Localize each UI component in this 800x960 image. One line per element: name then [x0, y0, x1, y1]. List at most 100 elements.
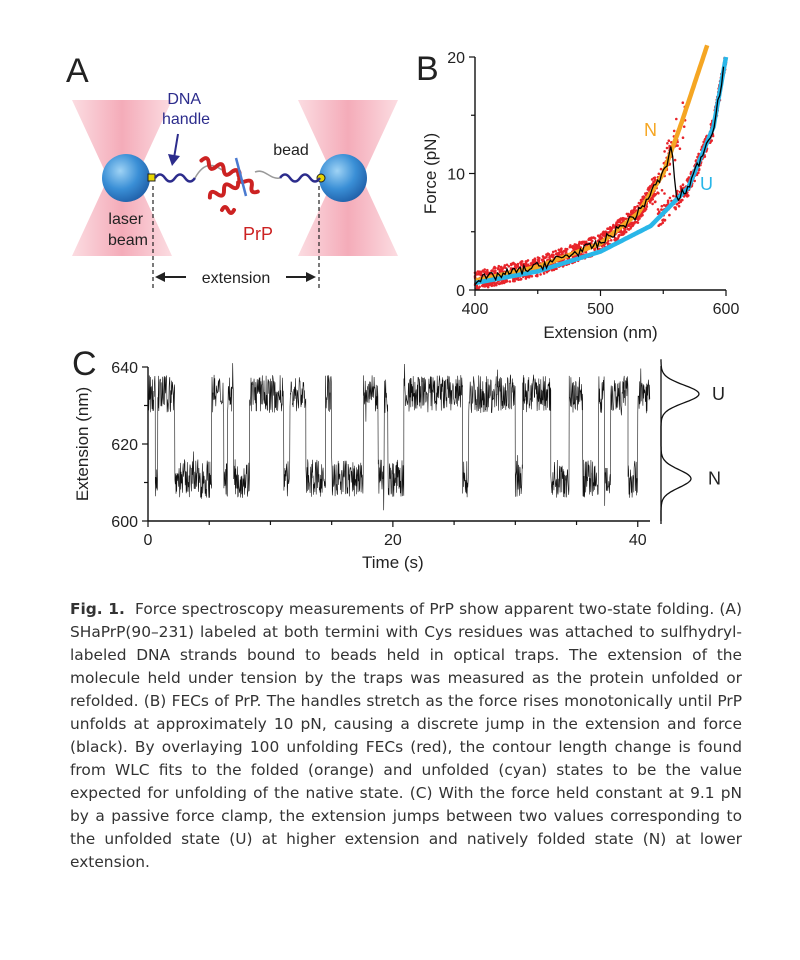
panel-b-y-tick-label: 10: [447, 167, 465, 184]
fec-overlay-point: [628, 223, 631, 226]
caption-text: Force spectroscopy measurements of PrP s…: [70, 600, 742, 871]
left-dna-handle: [153, 173, 197, 183]
panel-b-x-axis-label: Extension (nm): [543, 323, 657, 342]
fec-overlay-point: [596, 234, 600, 237]
fec-overlay-point: [519, 277, 523, 281]
fec-overlay-point: [486, 268, 489, 272]
laser-beam-label: laser beam: [108, 211, 148, 249]
fec-overlay-point: [693, 179, 696, 183]
extension-arrowhead-left: [155, 272, 165, 282]
fec-overlay-point: [475, 285, 479, 289]
prp-label: PrP: [243, 224, 273, 244]
fec-overlay-point: [514, 266, 518, 270]
panel-b: B 400 500 600 0 10 20 N U Extension (nm) Forc…: [416, 44, 739, 342]
figure-1: A DNA handle bead: [66, 44, 739, 572]
fec-overlay-point: [616, 237, 620, 240]
fec-overlay-point: [627, 212, 630, 216]
fec-overlay-point: [652, 176, 656, 180]
unfolded-curve-label: U: [700, 174, 713, 194]
fec-overlay-point: [508, 280, 512, 283]
fec-overlay-point: [542, 272, 546, 275]
fec-overlay-point: [577, 244, 581, 248]
fec-overlay-point: [659, 167, 663, 171]
fec-overlay-point: [606, 227, 609, 230]
left-bead: [102, 154, 150, 202]
fec-overlay-point: [542, 256, 545, 259]
fec-overlay-point: [604, 230, 607, 233]
prp-strand: [234, 157, 248, 197]
fec-overlay-point: [485, 272, 488, 276]
fec-overlay-point: [480, 270, 483, 274]
fec-overlay-point: [663, 192, 666, 195]
fec-overlay-point: [623, 228, 627, 231]
unfolded-state-label: U: [712, 384, 725, 404]
extension-label: extension: [202, 270, 271, 287]
panel-c-y-tick-label: 600: [111, 514, 138, 531]
panel-b-y-tick-label: 20: [447, 50, 465, 67]
fec-overlay-point: [658, 210, 661, 213]
fec-overlay-point: [637, 201, 641, 205]
fec-overlay-point: [673, 158, 677, 162]
fec-overlay-point: [661, 219, 664, 222]
folded-curve-label: N: [644, 120, 657, 140]
fec-overlay-point: [481, 284, 484, 288]
fec-overlay-point: [526, 275, 529, 279]
fec-overlay-point: [645, 191, 649, 195]
fec-overlay-point: [524, 277, 528, 280]
fec-overlay-point: [635, 221, 639, 224]
fec-overlay-point: [668, 163, 672, 166]
fec-overlay-point: [501, 280, 504, 284]
fec-overlay-point: [479, 273, 483, 277]
panel-c-x-tick-label: 40: [629, 532, 647, 549]
panel-b-y-axis-label: Force (pN): [421, 133, 440, 214]
panel-c-y-tick-label: 620: [111, 437, 138, 454]
fec-overlay-point: [681, 198, 684, 202]
fec-overlay-point: [681, 136, 685, 139]
fec-overlay-point: [657, 224, 660, 227]
fec-overlay-point: [552, 253, 555, 257]
fec-overlay-point: [612, 223, 615, 227]
fec-overlay-point: [507, 265, 511, 268]
fec-overlay-point: [531, 261, 535, 264]
panel-c-axes: 0 20 40 600 620 640: [111, 360, 650, 549]
fec-overlay-point: [703, 155, 707, 158]
fec-overlay-point: [560, 247, 563, 250]
fec-overlay-point: [524, 262, 528, 265]
fec-overlay-point: [483, 271, 486, 274]
panel-c-x-axis-label: Time (s): [362, 553, 424, 572]
fec-overlay-point: [666, 142, 669, 145]
fec-overlay-point: [642, 195, 646, 198]
fec-overlay-point: [610, 226, 614, 230]
fec-overlay-point: [497, 267, 500, 271]
fec-overlay-point: [656, 208, 660, 211]
fec-overlay-point: [643, 209, 647, 212]
fec-overlay-point: [613, 238, 616, 242]
fec-overlay-point: [609, 239, 613, 242]
fec-overlay-point: [668, 196, 672, 200]
fec-overlay-point: [513, 279, 516, 283]
fec-overlay-point: [490, 269, 493, 273]
panel-c-x-tick-label: 20: [384, 532, 402, 549]
fec-overlay-point: [673, 206, 676, 209]
fec-overlay-point: [678, 147, 682, 150]
fec-overlay-point: [679, 185, 683, 188]
panel-a: A DNA handle bead: [66, 52, 398, 290]
panel-c-x-tick-label: 0: [144, 532, 153, 549]
fec-unfolded-fit-curve: [474, 56, 729, 286]
fec-overlay-point: [606, 231, 610, 234]
fec-overlay-point: [637, 216, 641, 219]
fec-overlay-point: [519, 261, 523, 265]
fec-overlay-point: [666, 201, 670, 204]
fec-overlay-point: [515, 277, 518, 281]
fec-overlay-point: [660, 208, 663, 211]
fec-overlay-point: [650, 196, 653, 200]
fec-overlay-point: [551, 250, 555, 254]
fec-overlay-point: [617, 234, 621, 237]
fec-overlay-point: [478, 285, 481, 289]
fec-overlay-point: [565, 247, 569, 251]
fec-overlay-point: [636, 204, 639, 208]
panel-c-y-axis-label: Extension (nm): [73, 387, 92, 501]
fec-single-trace: [474, 66, 725, 286]
fec-overlay-point: [494, 282, 498, 285]
fec-overlay-point: [621, 231, 624, 234]
